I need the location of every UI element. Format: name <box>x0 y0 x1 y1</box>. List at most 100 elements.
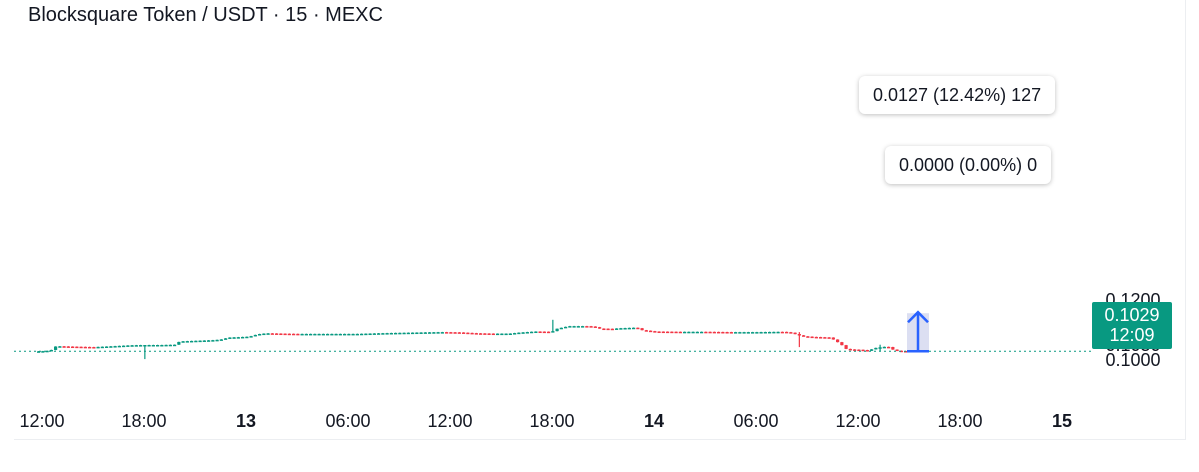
candle-body <box>704 331 708 334</box>
candle-body <box>321 333 325 336</box>
candle-body <box>542 331 546 334</box>
x-tick-label: 18:00 <box>121 411 166 431</box>
candle-body <box>806 336 810 338</box>
candle-body <box>831 337 835 340</box>
candle-body <box>691 331 695 334</box>
candle-body <box>814 336 818 339</box>
candle-body <box>449 332 453 334</box>
candle-body <box>508 333 512 336</box>
candle-body <box>874 347 878 350</box>
candle-body <box>117 345 121 348</box>
candle-body <box>258 334 262 336</box>
candle-body <box>105 346 109 348</box>
candle-body <box>283 333 287 336</box>
candle-body <box>139 345 143 347</box>
candle-body <box>168 344 172 347</box>
candle-body <box>589 326 593 328</box>
candle-body <box>92 347 96 349</box>
candle-body <box>343 333 347 336</box>
candle-body <box>75 346 79 349</box>
candle-body <box>606 328 610 331</box>
candle-body <box>109 346 113 348</box>
candle-body <box>326 333 330 336</box>
candle-body <box>653 331 657 333</box>
candle-body <box>551 331 555 333</box>
candle-body <box>474 333 478 335</box>
candle-body <box>891 347 895 350</box>
candle-body <box>198 340 202 343</box>
candle-body <box>789 332 793 334</box>
candle-body <box>848 348 852 351</box>
candle-body <box>377 333 381 335</box>
candle-body <box>66 346 70 348</box>
candle-body <box>41 351 45 353</box>
x-axis[interactable]: 12:00 18:00 13 06:00 12:00 18:00 14 06:00 12:00 1… <box>19 411 1072 431</box>
candle-body <box>712 331 716 334</box>
candle-body <box>793 332 797 335</box>
candle-body <box>870 349 874 351</box>
candle-body <box>113 346 117 348</box>
chart-title: Blocksquare Token / USDT · 15 · MEXC <box>28 4 383 26</box>
candle-body <box>746 332 750 334</box>
candle-body <box>313 333 317 336</box>
candle-body <box>185 341 189 343</box>
candle-body <box>45 350 49 353</box>
candle-body <box>721 331 725 334</box>
candle-body <box>895 349 899 352</box>
candle-body <box>687 331 691 334</box>
candle-body <box>882 346 886 349</box>
candle-body <box>398 332 402 335</box>
candle-body <box>177 341 181 345</box>
candle-body <box>228 337 232 339</box>
x-tick-label: 06:00 <box>733 411 778 431</box>
candle-body <box>780 331 784 334</box>
candle-body <box>279 333 283 336</box>
candle-body <box>666 331 670 334</box>
candle-body <box>147 345 151 347</box>
candle-body <box>899 350 903 353</box>
x-tick-label: 12:00 <box>835 411 880 431</box>
candle-body <box>385 333 389 335</box>
candle-body <box>530 331 534 334</box>
candle-body <box>330 333 334 336</box>
candle-body <box>122 345 126 348</box>
candle-body <box>559 327 563 330</box>
candle-body <box>636 327 640 330</box>
candle-body <box>224 338 228 340</box>
x-tick-label: 12:00 <box>19 411 64 431</box>
candle-body <box>725 332 729 334</box>
candle-body <box>742 332 746 334</box>
candle-body <box>470 332 474 335</box>
candle-body <box>440 332 444 334</box>
candle-body <box>802 335 806 337</box>
candle-body <box>160 344 164 347</box>
candle-body <box>270 333 274 335</box>
candle-body <box>151 345 155 347</box>
candle-body <box>37 351 41 353</box>
candle-body <box>304 333 308 336</box>
candle-body <box>619 328 623 330</box>
candle-body <box>763 331 767 334</box>
candle-body <box>513 333 517 335</box>
candle-body <box>428 332 432 334</box>
candle-body <box>598 327 602 329</box>
candle-body <box>156 345 160 347</box>
candle-body <box>232 337 236 339</box>
candle-body <box>134 345 138 347</box>
measure-tool[interactable] <box>907 310 929 353</box>
candle-body <box>534 331 538 334</box>
candle-body <box>708 331 712 334</box>
candle-body <box>823 337 827 339</box>
candle-body <box>602 328 606 331</box>
candle-body <box>755 332 759 334</box>
candle-body <box>657 331 661 334</box>
candle-body <box>338 333 342 336</box>
candle-body <box>772 331 776 334</box>
candle-body <box>190 340 194 343</box>
candle-body <box>678 331 682 334</box>
candle-body <box>491 333 495 336</box>
candle-body <box>355 333 359 336</box>
candle-body <box>436 332 440 334</box>
candle-body <box>585 326 589 328</box>
